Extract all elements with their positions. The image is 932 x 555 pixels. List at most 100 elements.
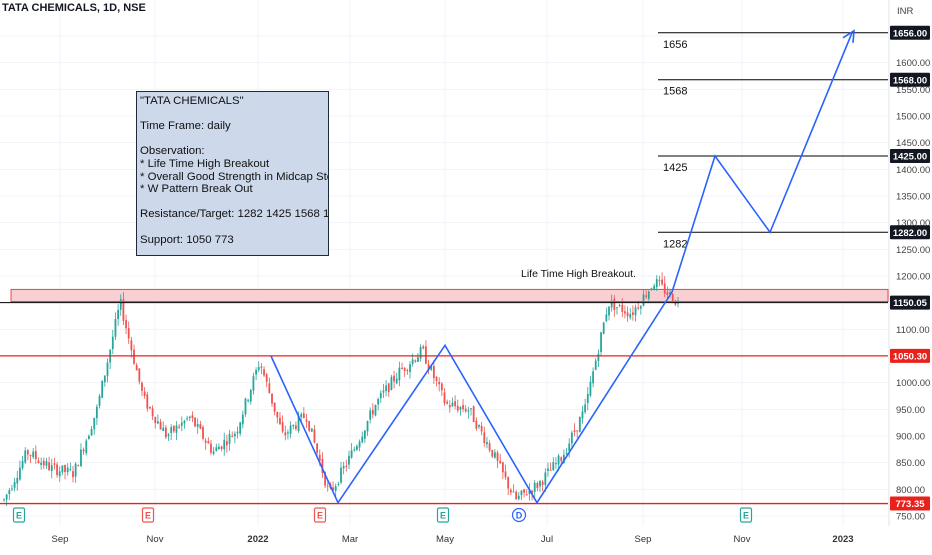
candle-body — [334, 486, 337, 491]
candle-body — [61, 465, 64, 473]
observation-note[interactable]: "TATA CHEMICALS" Time Frame: daily Obser… — [136, 91, 329, 256]
candle-body — [446, 401, 449, 404]
candle-body — [252, 376, 255, 391]
candle-body — [438, 381, 441, 385]
candle-body — [419, 347, 422, 359]
candle-body — [520, 490, 523, 496]
y-tick-label: 1300.00 — [896, 218, 930, 229]
candle-body — [427, 364, 430, 370]
candle-body — [191, 415, 194, 419]
candle-body — [263, 369, 265, 376]
candle-body — [236, 431, 239, 434]
y-tick-label: 900.00 — [896, 432, 925, 443]
candle-body — [470, 408, 472, 410]
level-label: 1656 — [663, 39, 687, 51]
price-tag-bg — [890, 225, 930, 240]
candle-body — [624, 311, 626, 314]
candle-body — [576, 430, 579, 432]
candle-body — [103, 375, 106, 383]
candle-body — [560, 457, 563, 462]
candle-body — [337, 484, 340, 486]
candle-body — [451, 402, 454, 407]
candle-body — [411, 359, 414, 364]
candle-body — [141, 382, 143, 391]
breakout-label: Life Time High Breakout. — [521, 268, 636, 280]
candle-body — [220, 446, 223, 449]
candle-body — [53, 463, 56, 465]
candle-body — [175, 425, 178, 433]
event-marker-label: D — [516, 511, 523, 521]
event-marker: E — [436, 507, 450, 523]
candle-body — [34, 451, 37, 460]
candle-body — [308, 420, 311, 431]
candle-body — [348, 455, 350, 465]
candle-body — [279, 417, 281, 425]
candle-body — [167, 434, 170, 437]
candle-body — [117, 309, 120, 320]
candle-body — [151, 408, 154, 417]
candle-body — [443, 392, 446, 404]
y-tick-label: 1400.00 — [896, 165, 930, 176]
y-tick-label: 1600.00 — [896, 58, 930, 69]
price-tag: 1282.00 — [890, 225, 930, 240]
y-tick-label: 1100.00 — [896, 325, 930, 336]
candle-body — [395, 378, 398, 384]
candle-body — [552, 462, 555, 471]
candle-body — [82, 449, 85, 452]
candle-body — [119, 299, 122, 310]
candle-body — [66, 467, 69, 473]
candle-body — [480, 425, 483, 432]
candle-body — [271, 393, 273, 404]
candle-body — [178, 426, 181, 428]
candle-body — [422, 346, 425, 349]
candle-body — [512, 491, 515, 493]
candle-body — [170, 427, 173, 433]
price-tag-bg — [890, 496, 930, 511]
candle-body — [658, 280, 661, 282]
candle-body — [98, 395, 101, 406]
candle-body — [669, 292, 671, 295]
chart-title: TATA CHEMICALS, 1D, NSE — [2, 2, 146, 14]
candle-body — [321, 458, 324, 474]
x-tick-label: Nov — [734, 534, 751, 545]
candle-body — [127, 328, 130, 339]
x-tick-label: May — [436, 534, 454, 545]
candle-body — [268, 383, 271, 394]
candle-body — [281, 422, 284, 432]
event-marker-label: E — [16, 511, 22, 521]
candle-body — [541, 481, 544, 485]
candle-body — [565, 452, 568, 454]
candle-body — [135, 365, 138, 371]
candle-body — [509, 489, 512, 493]
candle-body — [568, 443, 571, 451]
candle-body — [305, 419, 308, 422]
arrow-head-icon — [842, 29, 855, 43]
candle-body — [241, 414, 244, 425]
x-tick-label: 2022 — [247, 534, 268, 545]
candle-body — [661, 279, 663, 285]
candle-body — [24, 450, 27, 463]
candle-body — [19, 467, 21, 480]
candle-body — [353, 449, 356, 451]
candle-body — [472, 406, 475, 423]
candle-body — [547, 468, 549, 471]
candle-body — [326, 485, 329, 487]
y-tick-label: 1550.00 — [896, 85, 930, 96]
candle-body — [310, 428, 313, 432]
candle-body — [425, 346, 427, 364]
y-tick-label: 1450.00 — [896, 138, 930, 149]
candle-body — [663, 283, 666, 294]
candle-body — [284, 432, 287, 436]
level-label: 1425 — [663, 162, 687, 174]
candle-body — [528, 490, 531, 494]
price-tag: 1656.00 — [890, 25, 930, 40]
candle-body — [594, 360, 597, 370]
candle-body — [456, 405, 459, 411]
candle-body — [616, 307, 618, 309]
candle-body — [42, 460, 45, 466]
candle-body — [8, 490, 11, 495]
